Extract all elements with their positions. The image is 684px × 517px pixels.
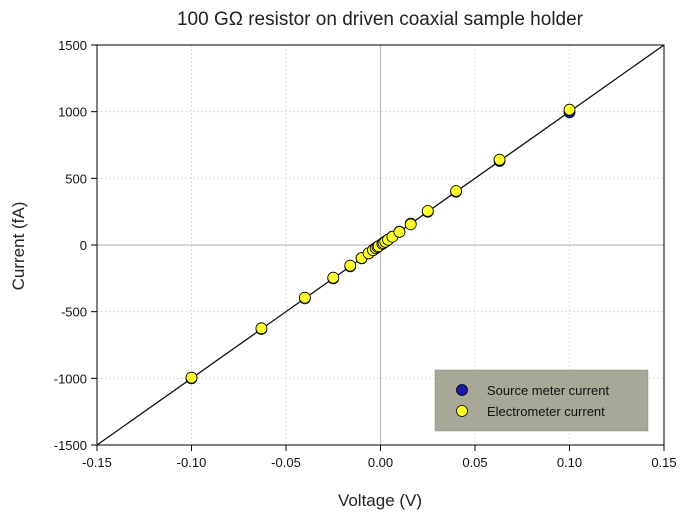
legend-marker-electrometer	[456, 405, 468, 417]
x-tick-label: -0.10	[177, 455, 207, 470]
chart-title: 100 GΩ resistor on driven coaxial sample…	[177, 9, 584, 30]
data-point	[327, 271, 340, 284]
x-tick-label: 0.05	[462, 455, 487, 470]
data-point	[421, 205, 434, 217]
y-tick-label: 500	[65, 171, 87, 186]
data-point	[298, 291, 311, 304]
data-point	[185, 371, 198, 384]
legend-label-electrometer: Electrometer current	[487, 404, 605, 419]
data-point	[450, 185, 463, 197]
legend-box	[434, 369, 649, 432]
x-tick-label: 0.00	[368, 455, 393, 470]
data-point	[493, 153, 506, 166]
y-tick-label: -1500	[54, 438, 87, 453]
legend: Source meter current Electrometer curren…	[434, 369, 649, 432]
y-tick-label: -500	[61, 305, 87, 320]
x-tick-label: -0.05	[271, 455, 301, 470]
legend-marker-source-meter	[456, 384, 468, 396]
data-point	[563, 103, 576, 116]
y-tick-label: 1500	[58, 38, 87, 53]
y-tick-label: 1000	[58, 105, 87, 120]
x-tick-label: 0.10	[557, 455, 582, 470]
data-points	[185, 103, 576, 385]
data-point	[255, 322, 268, 335]
x-axis-label: Voltage (V)	[338, 491, 422, 510]
data-point	[344, 259, 357, 272]
x-tick-label: -0.15	[82, 455, 112, 470]
data-point	[404, 218, 417, 231]
legend-label-source-meter: Source meter current	[487, 383, 609, 398]
y-tick-label: -1000	[54, 371, 87, 386]
y-axis-label: Current (fA)	[9, 202, 28, 291]
series-1	[185, 103, 576, 384]
axis-ticks: -0.15 -0.10 -0.05 0.00 0.05 0.10 0.15 -1500 -100…	[54, 38, 677, 470]
x-tick-label: 0.15	[651, 455, 676, 470]
y-tick-label: 0	[80, 238, 87, 253]
data-point	[393, 226, 406, 238]
